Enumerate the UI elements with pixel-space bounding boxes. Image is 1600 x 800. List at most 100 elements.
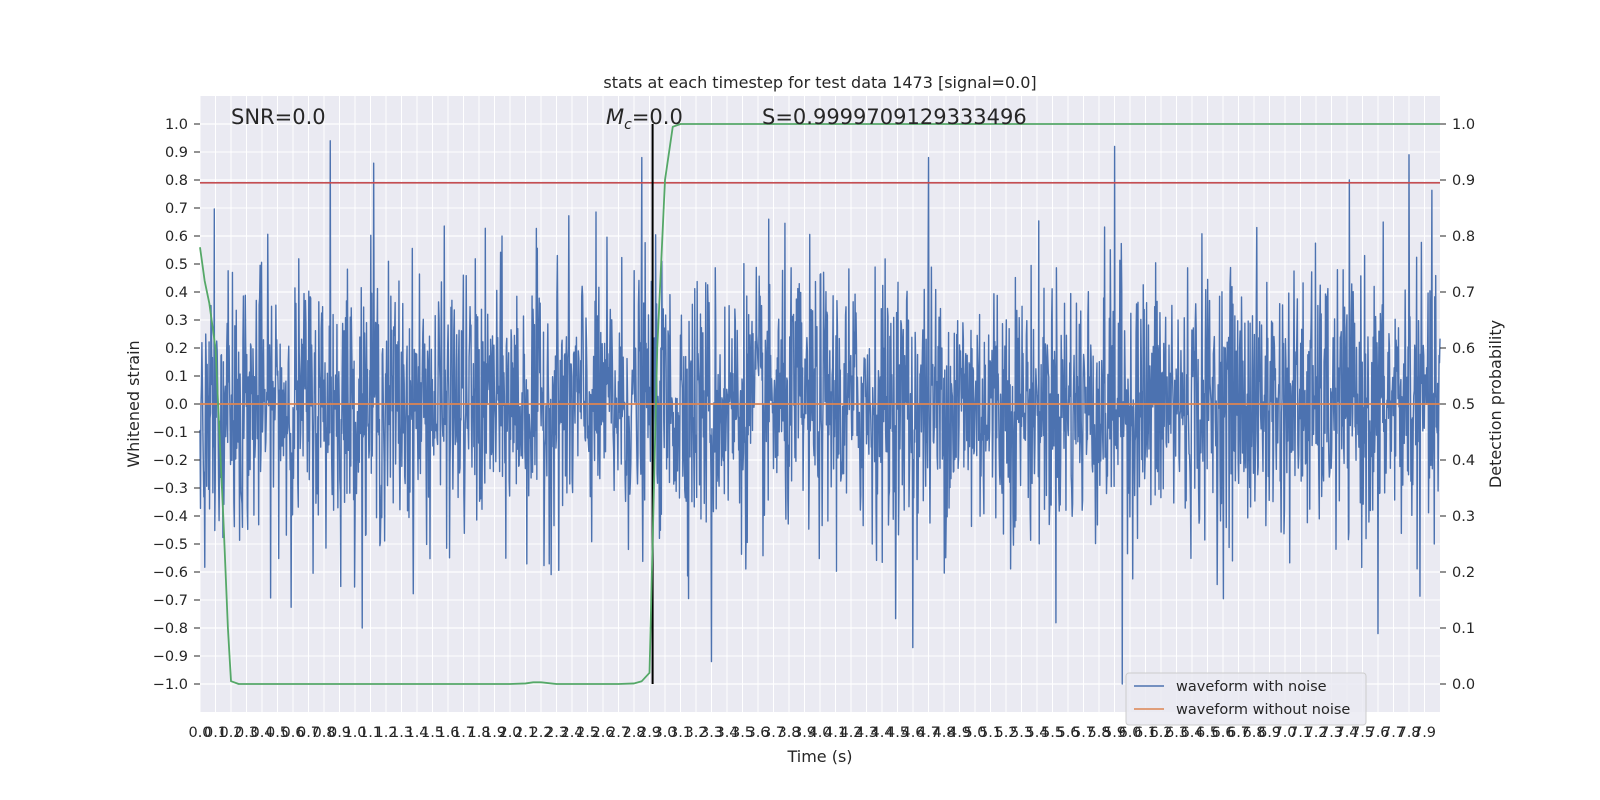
x-tick-label: 2.1 — [514, 725, 537, 741]
x-tick-label: 4.3 — [855, 725, 878, 741]
chirp-mass-symbol: M — [606, 105, 624, 129]
x-tick-label: 1.4 — [405, 725, 428, 741]
x-axis-ticks: 0.00.10.20.30.40.50.60.70.80.91.01.11.21… — [188, 725, 1436, 741]
y-left-tick-label: 0.2 — [165, 341, 188, 357]
chirp-mass-subscript: c — [624, 117, 632, 133]
y-right-tick-label: 1.0 — [1452, 117, 1475, 133]
y-right-tick-label: 0.2 — [1452, 565, 1475, 581]
y-left-tick-label: 0.9 — [165, 145, 188, 161]
x-tick-label: 5.1 — [979, 725, 1002, 741]
x-tick-label: 1.6 — [436, 725, 459, 741]
x-tick-label: 6.4 — [1180, 725, 1203, 741]
x-tick-label: 5.4 — [1025, 725, 1048, 741]
y-left-tick-label: −0.6 — [153, 565, 188, 581]
x-tick-label: 3.7 — [762, 725, 785, 741]
x-tick-label: 2.8 — [622, 725, 645, 741]
x-tick-label: 0.1 — [204, 725, 227, 741]
x-tick-label: 6.8 — [1242, 725, 1265, 741]
x-tick-label: 7.8 — [1397, 725, 1420, 741]
x-tick-label: 2.9 — [638, 725, 661, 741]
y-axis-left-ticks: −1.0 −0.9 −0.8 −0.7 −0.6 −0.5 −0.4 −0.3 −0.2 −0.1… — [153, 117, 200, 693]
x-tick-label: 0.3 — [235, 725, 258, 741]
y-right-tick-label: 0.5 — [1452, 397, 1475, 413]
y-left-tick-label: −0.3 — [153, 481, 188, 497]
y-right-tick-label: 0.1 — [1452, 621, 1475, 637]
x-axis-title: Time (s) — [786, 747, 852, 766]
detection-probability-series — [199, 123, 1440, 685]
x-tick-label: 5.6 — [1056, 725, 1079, 741]
x-tick-label: 4.4 — [870, 725, 893, 741]
y-left-tick-label: 1.0 — [165, 117, 188, 133]
y-left-tick-label: 0.7 — [165, 201, 188, 217]
x-tick-label: 6.6 — [1211, 725, 1234, 741]
x-tick-label: 7.9 — [1413, 725, 1436, 741]
y-left-tick-label: 0.6 — [165, 229, 188, 245]
x-tick-label: 1.5 — [421, 725, 444, 741]
x-tick-label: 4.9 — [948, 725, 971, 741]
y-left-tick-label: −0.7 — [153, 593, 188, 609]
y-right-tick-label: 0.0 — [1452, 677, 1475, 693]
x-tick-label: 4.2 — [839, 725, 862, 741]
x-tick-label: 3.6 — [746, 725, 769, 741]
x-tick-label: 0.4 — [250, 725, 273, 741]
y-left-tick-label: 0.1 — [165, 369, 188, 385]
x-tick-label: 1.2 — [374, 725, 397, 741]
x-tick-label: 4.8 — [932, 725, 955, 741]
y-left-tick-label: −0.1 — [153, 425, 188, 441]
chart-title: stats at each timestep for test data 147… — [603, 73, 1036, 92]
chirp-mass-annotation: Mc=0.0 — [606, 105, 683, 133]
legend-box — [1125, 672, 1367, 726]
x-tick-label: 1.1 — [359, 725, 382, 741]
legend-label-waveform-with-noise: waveform with noise — [1176, 679, 1327, 695]
x-tick-label: 2.7 — [607, 725, 630, 741]
y-left-tick-label: 0.8 — [165, 173, 188, 189]
x-tick-label: 7.6 — [1366, 725, 1389, 741]
y-left-tick-label: −0.9 — [153, 649, 188, 665]
detection-probability-line — [199, 123, 1440, 685]
y-left-tick-label: −0.2 — [153, 453, 188, 469]
y-left-tick-label: 0.3 — [165, 313, 188, 329]
x-tick-label: 6.5 — [1196, 725, 1219, 741]
x-tick-label: 6.0 — [1118, 725, 1141, 741]
x-tick-label: 7.4 — [1335, 725, 1358, 741]
x-tick-label: 5.0 — [963, 725, 986, 741]
x-tick-label: 3.8 — [777, 725, 800, 741]
x-tick-label: 1.0 — [343, 725, 366, 741]
s-annotation: S=0.9999709129333496 — [762, 105, 1027, 129]
y-axis-left-title: Whitened strain — [124, 340, 143, 467]
y-left-tick-label: −0.5 — [153, 537, 188, 553]
x-tick-label: 7.0 — [1273, 725, 1296, 741]
y-left-tick-label: −1.0 — [153, 677, 188, 693]
x-tick-label: 7.2 — [1304, 725, 1327, 741]
y-right-tick-label: 0.8 — [1452, 229, 1475, 245]
y-left-tick-label: 0.0 — [165, 397, 188, 413]
x-tick-label: 5.5 — [1041, 725, 1064, 741]
x-tick-label: 2.0 — [498, 725, 521, 741]
x-tick-label: 3.3 — [700, 725, 723, 741]
chirp-mass-value: =0.0 — [632, 105, 683, 129]
x-tick-label: 3.1 — [669, 725, 692, 741]
x-tick-label: 5.9 — [1103, 725, 1126, 741]
y-left-tick-label: 0.4 — [165, 285, 188, 301]
y-right-tick-label: 0.9 — [1452, 173, 1475, 189]
waveform-with-noise-series — [199, 140, 1441, 685]
x-tick-label: 0.2 — [219, 725, 242, 741]
y-axis-right-ticks: 0.0 0.1 0.2 0.3 0.4 0.5 0.6 0.7 0.8 0.9 1.0 — [1440, 117, 1475, 693]
x-tick-label: 6.7 — [1227, 725, 1250, 741]
x-tick-label: 6.9 — [1258, 725, 1281, 741]
x-tick-label: 1.8 — [467, 725, 490, 741]
x-tick-label: 0.6 — [281, 725, 304, 741]
y-left-tick-label: 0.5 — [165, 257, 188, 273]
x-tick-label: 6.3 — [1165, 725, 1188, 741]
x-tick-label: 1.9 — [483, 725, 506, 741]
x-tick-label: 0.0 — [188, 725, 211, 741]
x-tick-label: 4.5 — [886, 725, 909, 741]
x-tick-label: 0.8 — [312, 725, 335, 741]
x-tick-label: 2.3 — [545, 725, 568, 741]
x-tick-label: 7.3 — [1320, 725, 1343, 741]
x-tick-label: 4.6 — [901, 725, 924, 741]
y-right-tick-label: 0.6 — [1452, 341, 1475, 357]
x-tick-label: 1.7 — [452, 725, 475, 741]
snr-annotation: SNR=0.0 — [231, 105, 326, 129]
